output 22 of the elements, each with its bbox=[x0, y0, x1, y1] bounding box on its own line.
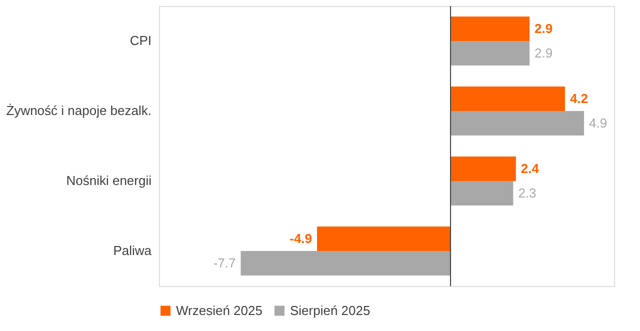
data-label: 2.9 bbox=[534, 45, 553, 60]
legend-label: Sierpień 2025 bbox=[290, 302, 370, 318]
legend-label: Wrzesień 2025 bbox=[176, 302, 262, 318]
data-label: 2.4 bbox=[520, 160, 540, 176]
y-tick-label: Nośniki energii bbox=[66, 173, 152, 188]
bar bbox=[450, 111, 584, 136]
bar bbox=[450, 156, 516, 181]
bar bbox=[450, 86, 565, 111]
y-tick-label: CPI bbox=[130, 33, 152, 48]
bar bbox=[450, 41, 530, 66]
bar bbox=[450, 181, 514, 206]
data-label: 2.3 bbox=[518, 185, 536, 200]
bar bbox=[450, 16, 530, 41]
data-label: -7.7 bbox=[213, 255, 236, 270]
bar bbox=[317, 226, 451, 251]
data-label: 2.9 bbox=[534, 20, 553, 36]
data-label: 4.2 bbox=[570, 90, 588, 106]
data-label: 4.9 bbox=[589, 115, 608, 130]
data-label: -4.9 bbox=[290, 230, 312, 246]
y-tick-label: Żywność i napoje bezalk. bbox=[6, 103, 152, 118]
bar bbox=[240, 251, 451, 276]
y-tick-label: Paliwa bbox=[113, 243, 152, 258]
